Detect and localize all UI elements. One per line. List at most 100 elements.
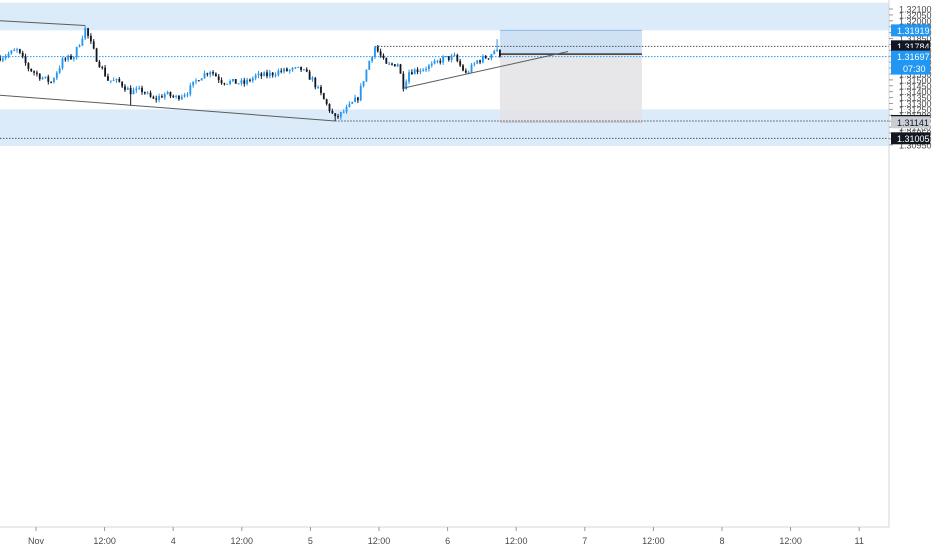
candle-body [351,102,354,104]
price-axis-background [889,0,932,550]
candle-body [58,68,61,73]
candle-body [391,63,393,65]
candle-body [121,81,124,87]
candle-body [305,69,308,72]
candle-body [75,46,78,58]
time-tick-label: 8 [719,536,724,546]
candle-body [152,96,155,99]
candle-body [13,50,16,52]
candle-body [399,64,402,74]
price-tick-label: 1.30950 [899,140,932,150]
candle-body [280,70,283,72]
candle-body [285,68,288,72]
candle-body [408,72,410,82]
candle-body [16,49,18,51]
candle-body [348,103,351,108]
candle-body [396,64,399,67]
candle-body [129,87,132,95]
candle-body [33,71,36,73]
candle-body [21,52,24,57]
candle-body [64,58,67,60]
candle-body [226,83,229,85]
candle-body [263,72,266,77]
time-tick-label: 12:00 [231,536,254,546]
candle-body [385,57,388,64]
candle-body [266,72,268,77]
candle-body [425,69,427,71]
candle-body [493,50,496,55]
candle-body [172,96,175,98]
candle-body [456,55,459,62]
candle-body [149,92,152,97]
candle-body [38,73,41,80]
candle-body [178,95,180,100]
stop-zone [499,54,642,123]
supply-zone [0,2,889,31]
candle-body [322,93,325,100]
candle-body [81,38,84,46]
candle-body [135,88,138,91]
candle-body [78,45,81,47]
candle-body [107,76,109,81]
candle-body [223,83,226,85]
candle-body [180,96,183,100]
time-tick-label: 12:00 [779,536,802,546]
candle-body [430,63,433,66]
candle-body [416,69,419,72]
candle-body [206,73,209,75]
price-marker-1.31919 [891,24,930,37]
candle-body [169,92,172,97]
candle-body [345,107,348,112]
time-tick-label: 12:00 [368,536,391,546]
candle-body [297,66,300,68]
candle-body [362,81,365,87]
price-tick-label: 1.31300 [899,99,932,109]
candle-body [325,99,328,104]
price-marker-label: 1.31005 [897,134,930,144]
price-tick-label: 1.31450 [899,81,932,91]
candle-body [484,56,487,59]
candle-body [0,57,1,61]
candle-body [447,56,450,60]
candle-body [209,72,212,75]
price-marker-label: 1.31784 [897,42,930,52]
candle-body [53,78,55,83]
candle-body [376,47,379,52]
candle-body [337,116,339,118]
candle-body [84,28,87,39]
candle-body [132,90,135,95]
price-marker-label: 1.31697 [897,52,930,62]
candle-body [166,92,169,95]
candle-body [197,80,200,82]
candle-body [155,98,158,100]
candle-body [27,63,30,69]
candle-body [92,41,95,49]
candle-body [89,35,92,42]
trendline-2 [0,94,336,122]
candle-body [450,55,453,60]
price-marker-label: 1.31141 [897,118,929,128]
candle-body [124,86,126,90]
profit-zone [499,30,642,55]
candle-body [175,95,178,97]
candle-body [476,60,479,64]
price-tick-label: 1.31250 [899,105,932,115]
candle-body [393,64,396,67]
candle-body [462,65,464,71]
candle-body [277,70,280,76]
candle-body [334,113,337,117]
candle-body [303,69,305,71]
candle-body [442,56,445,63]
candle-body [232,79,234,81]
candle-body [192,81,195,86]
candle-body [320,86,322,94]
candle-body [101,67,104,69]
candle-body [291,68,294,70]
candle-body [487,58,490,60]
candle-body [163,94,166,98]
candle-body [331,111,334,114]
candle-body [234,79,237,84]
time-tick-label: Nov [28,536,45,546]
